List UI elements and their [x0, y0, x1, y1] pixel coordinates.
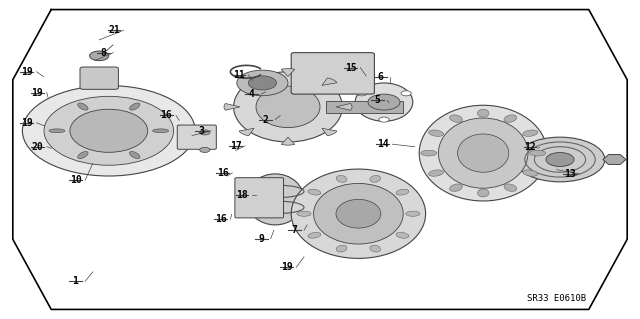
- Circle shape: [368, 94, 400, 110]
- Ellipse shape: [246, 174, 304, 225]
- Ellipse shape: [438, 118, 528, 188]
- Ellipse shape: [523, 170, 538, 176]
- Ellipse shape: [77, 103, 88, 110]
- Wedge shape: [322, 128, 337, 136]
- Ellipse shape: [421, 150, 437, 156]
- Text: 21: 21: [108, 25, 120, 35]
- Ellipse shape: [152, 129, 169, 133]
- Wedge shape: [239, 128, 254, 136]
- Ellipse shape: [77, 152, 88, 159]
- Ellipse shape: [256, 86, 320, 128]
- Ellipse shape: [291, 169, 426, 258]
- Ellipse shape: [458, 134, 509, 172]
- Ellipse shape: [234, 72, 342, 142]
- FancyBboxPatch shape: [177, 125, 216, 149]
- Circle shape: [248, 76, 276, 90]
- Ellipse shape: [429, 170, 444, 176]
- Text: 11: 11: [233, 70, 244, 80]
- Text: 1: 1: [72, 276, 79, 286]
- Text: 2: 2: [262, 115, 269, 125]
- Ellipse shape: [70, 109, 148, 152]
- FancyBboxPatch shape: [235, 178, 284, 218]
- Text: 9: 9: [258, 234, 264, 244]
- FancyBboxPatch shape: [291, 53, 374, 94]
- Circle shape: [200, 130, 210, 135]
- Text: 5: 5: [374, 95, 381, 106]
- Ellipse shape: [297, 211, 311, 216]
- FancyBboxPatch shape: [80, 67, 118, 89]
- Wedge shape: [336, 103, 352, 110]
- Text: 3: 3: [198, 126, 205, 136]
- Text: 20: 20: [31, 142, 43, 152]
- Ellipse shape: [129, 103, 140, 110]
- Wedge shape: [281, 137, 295, 145]
- Ellipse shape: [336, 245, 347, 252]
- Ellipse shape: [22, 85, 195, 176]
- Ellipse shape: [308, 189, 321, 195]
- Polygon shape: [603, 154, 626, 165]
- Text: 13: 13: [564, 169, 575, 179]
- Text: 14: 14: [377, 139, 388, 149]
- Text: 10: 10: [70, 175, 81, 185]
- Ellipse shape: [370, 245, 381, 252]
- Circle shape: [379, 117, 389, 122]
- Wedge shape: [239, 78, 254, 85]
- Ellipse shape: [49, 129, 65, 133]
- Ellipse shape: [504, 115, 516, 122]
- Ellipse shape: [314, 183, 403, 244]
- Ellipse shape: [44, 96, 173, 165]
- Text: 19: 19: [31, 87, 43, 98]
- Text: 19: 19: [21, 67, 33, 77]
- Wedge shape: [322, 78, 337, 85]
- Circle shape: [515, 137, 605, 182]
- Text: 8: 8: [100, 48, 107, 58]
- Circle shape: [200, 147, 210, 152]
- Text: 16: 16: [217, 168, 228, 178]
- Ellipse shape: [530, 150, 545, 156]
- Text: 19: 19: [21, 118, 33, 128]
- Ellipse shape: [396, 189, 409, 195]
- Ellipse shape: [450, 115, 462, 122]
- Ellipse shape: [355, 83, 413, 121]
- Circle shape: [356, 91, 367, 96]
- Text: 16: 16: [215, 214, 227, 224]
- Text: 15: 15: [345, 63, 356, 73]
- Ellipse shape: [370, 175, 381, 182]
- Wedge shape: [281, 69, 295, 77]
- Ellipse shape: [336, 199, 381, 228]
- Text: 18: 18: [236, 189, 248, 200]
- Ellipse shape: [477, 109, 489, 117]
- Circle shape: [546, 152, 574, 167]
- Ellipse shape: [504, 184, 516, 191]
- Ellipse shape: [477, 189, 489, 197]
- Text: 19: 19: [281, 262, 292, 272]
- Text: SR33 E0610B: SR33 E0610B: [527, 294, 586, 303]
- Circle shape: [401, 91, 412, 96]
- Ellipse shape: [419, 105, 547, 201]
- Text: 12: 12: [524, 142, 536, 152]
- Text: 6: 6: [378, 71, 384, 82]
- Text: 7: 7: [291, 225, 298, 235]
- Ellipse shape: [429, 130, 444, 136]
- Circle shape: [90, 51, 109, 61]
- Bar: [326, 101, 403, 113]
- Text: 4: 4: [248, 89, 255, 99]
- Ellipse shape: [336, 175, 347, 182]
- Ellipse shape: [523, 130, 538, 136]
- Ellipse shape: [308, 232, 321, 238]
- Circle shape: [237, 70, 288, 96]
- Wedge shape: [224, 103, 240, 110]
- Ellipse shape: [450, 184, 462, 191]
- Ellipse shape: [129, 152, 140, 159]
- Text: 16: 16: [161, 110, 172, 121]
- Ellipse shape: [406, 211, 420, 216]
- Text: 17: 17: [230, 141, 241, 151]
- Ellipse shape: [396, 232, 409, 238]
